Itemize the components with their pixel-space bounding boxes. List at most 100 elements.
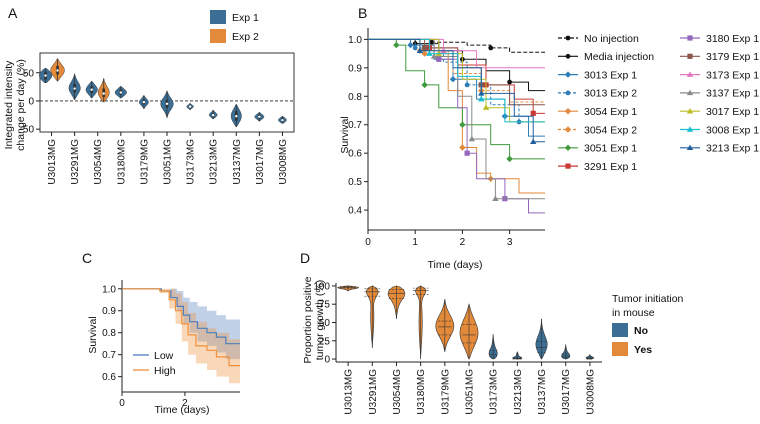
panel-d-xtick-label: U3013MG bbox=[344, 369, 355, 415]
panel-d-ytick-label: 75 bbox=[319, 300, 331, 311]
panel-a-xtick-label: U3180MG bbox=[116, 139, 127, 185]
panel-d-xtick-label: U3008MG bbox=[585, 369, 596, 415]
panel-d-chart: Proportion positive tumor growth (%) Tum… bbox=[302, 276, 684, 414]
km-marker bbox=[478, 90, 485, 96]
svg-text:tumor growth (%): tumor growth (%) bbox=[314, 280, 326, 361]
legend-swatch-exp2 bbox=[210, 29, 226, 43]
panel-b-chart: Survival Time (days) 0.4 0.5 0.6 0.7 0.8 0.9 1… bbox=[339, 28, 759, 271]
km-marker bbox=[459, 144, 466, 151]
violin-median bbox=[102, 92, 105, 95]
km-series-3008-exp-1 bbox=[368, 38, 545, 123]
ci-band-low bbox=[122, 288, 240, 364]
legend-swatch-yes bbox=[612, 342, 628, 356]
legend-item: 3291 Exp 1 bbox=[558, 161, 637, 173]
km-series-3213-exp-1 bbox=[368, 38, 545, 145]
legend-marker bbox=[565, 53, 571, 59]
panel-a-xtick-label: U3291MG bbox=[70, 139, 81, 185]
panel-d-legend: Tumor initiation in mouse No Yes bbox=[612, 293, 684, 356]
legend-item: 3137 Exp 1 bbox=[680, 88, 759, 100]
legend-marker bbox=[686, 144, 694, 151]
panel-b-ytick-label: 0.8 bbox=[348, 92, 362, 103]
legend-label: 3013 Exp 2 bbox=[584, 88, 637, 100]
legend-marker bbox=[687, 35, 693, 41]
panel-c-xtick-label: 2 bbox=[182, 398, 188, 409]
legend-title-line1: Tumor initiation bbox=[612, 293, 684, 305]
km-series-media-injection bbox=[368, 38, 545, 92]
legend-label: 3013 Exp 1 bbox=[584, 69, 637, 81]
violin-median bbox=[165, 102, 169, 105]
legend-label: 3051 Exp 1 bbox=[584, 143, 637, 155]
legend-label: Media injection bbox=[584, 51, 654, 63]
legend-marker bbox=[564, 71, 572, 78]
panel-d-ytick-label: 25 bbox=[319, 336, 331, 347]
panel-b-ytick-label: 0.6 bbox=[348, 149, 362, 160]
panel-b-ytick-label: 0.9 bbox=[348, 63, 362, 74]
violin-median bbox=[188, 105, 192, 108]
panel-b-legend: No injection Media injection 3013 Exp 1 301… bbox=[558, 33, 759, 173]
legend-item: 3051 Exp 1 bbox=[558, 143, 637, 155]
legend-marker bbox=[686, 89, 694, 96]
violin-median bbox=[44, 74, 47, 77]
legend-item: No injection bbox=[558, 33, 639, 45]
panel-d-ytick-label: 50 bbox=[319, 318, 331, 329]
panel-c-xtick-label: 0 bbox=[119, 398, 125, 409]
km-marker bbox=[464, 82, 470, 88]
legend-label: 3054 Exp 2 bbox=[584, 124, 637, 136]
legend-marker bbox=[564, 108, 572, 115]
panel-a-xtick-label: U3137MG bbox=[232, 139, 243, 185]
panel-d-ytick-label: 100 bbox=[313, 281, 330, 292]
panel-d-ytick-label: 0 bbox=[324, 355, 330, 366]
legend-swatch-no bbox=[612, 323, 628, 337]
km-marker bbox=[449, 76, 457, 83]
panel-a-xtick-label: U3051MG bbox=[163, 139, 174, 185]
panel-c-ytick-label: 0.6 bbox=[102, 372, 116, 383]
legend-item: 3013 Exp 1 bbox=[558, 69, 637, 81]
violin-median bbox=[56, 69, 59, 72]
violin-median bbox=[142, 100, 146, 104]
legend-marker bbox=[565, 35, 571, 41]
legend-marker bbox=[687, 53, 693, 59]
km-line bbox=[368, 38, 545, 103]
panel-a-legend: Exp 1 Exp 2 bbox=[210, 10, 259, 43]
km-marker bbox=[478, 95, 485, 102]
legend-item: Media injection bbox=[558, 51, 654, 63]
legend-label: 3017 Exp 1 bbox=[706, 106, 759, 118]
km-marker bbox=[440, 47, 447, 54]
legend-label-exp2: Exp 2 bbox=[232, 31, 259, 43]
violin-median bbox=[73, 87, 76, 90]
km-marker bbox=[421, 81, 428, 89]
panel-d-xtick-label: U3017MG bbox=[561, 369, 572, 415]
panel-b-xtick-label: 0 bbox=[365, 237, 371, 248]
legend-marker bbox=[686, 108, 694, 114]
panel-a-chart: Integrated intensity change per day (%) … bbox=[3, 10, 295, 185]
panel-b-xtick-label: 2 bbox=[460, 237, 466, 248]
panel-d-xtick-label: U3180MG bbox=[416, 369, 427, 415]
legend-label: 3213 Exp 1 bbox=[706, 143, 759, 155]
panel-c-xlabel: Time (days) bbox=[154, 404, 209, 416]
km-marker bbox=[421, 50, 428, 57]
panel-d-xtick-label: U3051MG bbox=[465, 369, 476, 415]
km-line bbox=[368, 38, 545, 92]
km-line bbox=[368, 38, 545, 160]
violin-median bbox=[235, 115, 238, 118]
legend-label: 3173 Exp 1 bbox=[706, 69, 759, 81]
km-line bbox=[368, 38, 545, 53]
km-marker bbox=[416, 47, 424, 54]
legend-label-high: High bbox=[154, 365, 176, 377]
legend-item: 3017 Exp 1 bbox=[680, 106, 759, 118]
panel-d-xtick-label: U3137MG bbox=[537, 369, 548, 415]
legend-label-yes: Yes bbox=[634, 344, 652, 356]
violin-median bbox=[258, 115, 261, 118]
km-marker bbox=[530, 138, 537, 145]
panel-b-xtick-label: 3 bbox=[507, 237, 513, 248]
legend-item: 3013 Exp 2 bbox=[558, 88, 637, 100]
legend-label: 3291 Exp 1 bbox=[584, 161, 637, 173]
km-series-3180-exp-1 bbox=[368, 38, 545, 214]
legend-swatch-exp1 bbox=[210, 10, 226, 24]
ci-band-high bbox=[122, 288, 240, 388]
km-line bbox=[368, 38, 545, 106]
panel-c-chart: Survival Time (days) 0.6 0.7 0.8 0.9 1.0 0 2 Lo… bbox=[87, 280, 240, 416]
km-line-high bbox=[122, 288, 240, 367]
km-marker bbox=[492, 195, 499, 201]
panel-c-ytick-label: 1.0 bbox=[102, 284, 116, 295]
